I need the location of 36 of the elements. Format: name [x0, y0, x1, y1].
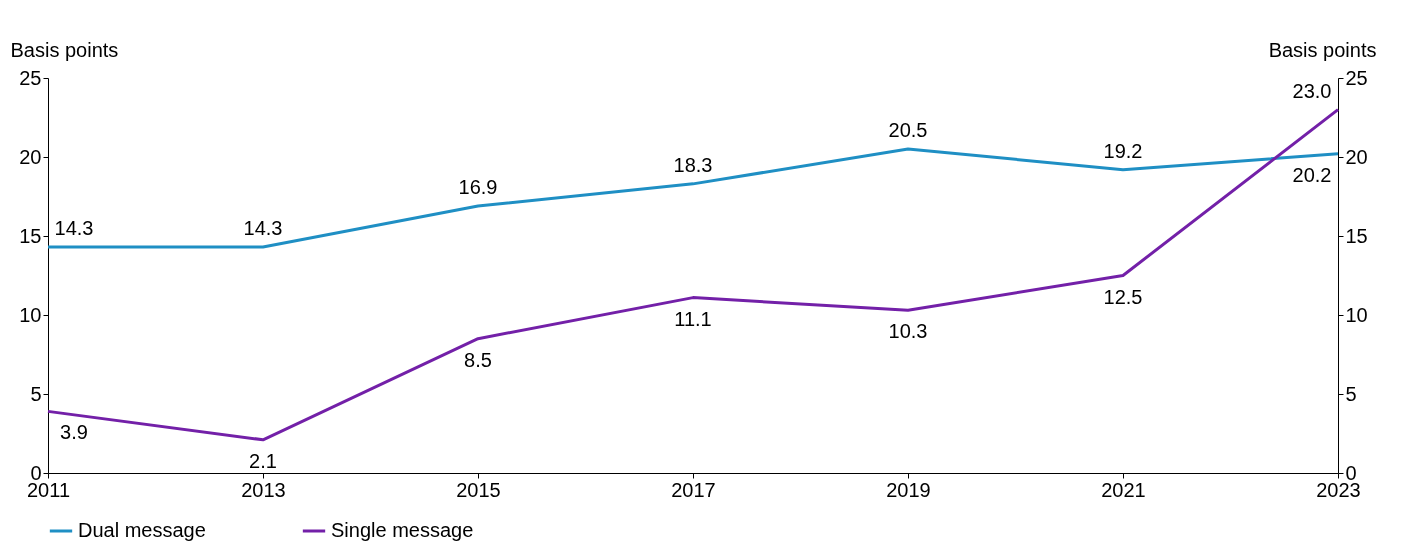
y-axis-title: Basis points: [10, 38, 119, 61]
data-label: 8.5: [464, 348, 492, 371]
x-tick-label: 2017: [671, 478, 716, 501]
y2-tick-label: 25: [1345, 66, 1368, 89]
data-label: 19.2: [1103, 139, 1143, 162]
x-tick-label: 2021: [1101, 478, 1146, 501]
data-label: 14.3: [54, 217, 94, 240]
data-label: 18.3: [673, 153, 713, 176]
data-label: 11.1: [674, 307, 712, 330]
y-tick-label: 25: [19, 66, 42, 89]
data-label: 23.0: [1292, 79, 1332, 102]
y2-tick-label: 5: [1345, 382, 1357, 405]
y2-axis-title: Basis points: [1268, 38, 1377, 61]
data-label: 2.1: [249, 449, 277, 472]
data-label: 16.9: [458, 175, 498, 198]
y-tick-label: 5: [30, 382, 42, 405]
data-label: 10.3: [888, 320, 928, 343]
y-tick-label: 15: [19, 224, 42, 247]
data-label: 20.2: [1292, 163, 1332, 186]
data-label: 3.9: [60, 421, 88, 444]
legend-label: Single message: [331, 519, 474, 541]
legend-label: Dual message: [78, 519, 206, 541]
y2-tick-label: 0: [1345, 461, 1357, 484]
y-tick-label: 0: [30, 461, 42, 484]
data-label: 20.5: [888, 119, 928, 142]
data-label: 14.3: [243, 217, 283, 240]
y2-tick-label: 15: [1345, 224, 1368, 247]
y2-tick-label: 10: [1345, 303, 1368, 326]
data-label: 12.5: [1103, 285, 1143, 308]
y2-tick-label: 20: [1345, 145, 1368, 168]
x-tick-label: 2013: [241, 478, 286, 501]
x-tick-label: 2015: [456, 478, 501, 501]
y-tick-label: 10: [19, 303, 42, 326]
x-tick-label: 2019: [886, 478, 931, 501]
line-series: [46, 108, 1340, 442]
y-tick-label: 20: [19, 145, 42, 168]
